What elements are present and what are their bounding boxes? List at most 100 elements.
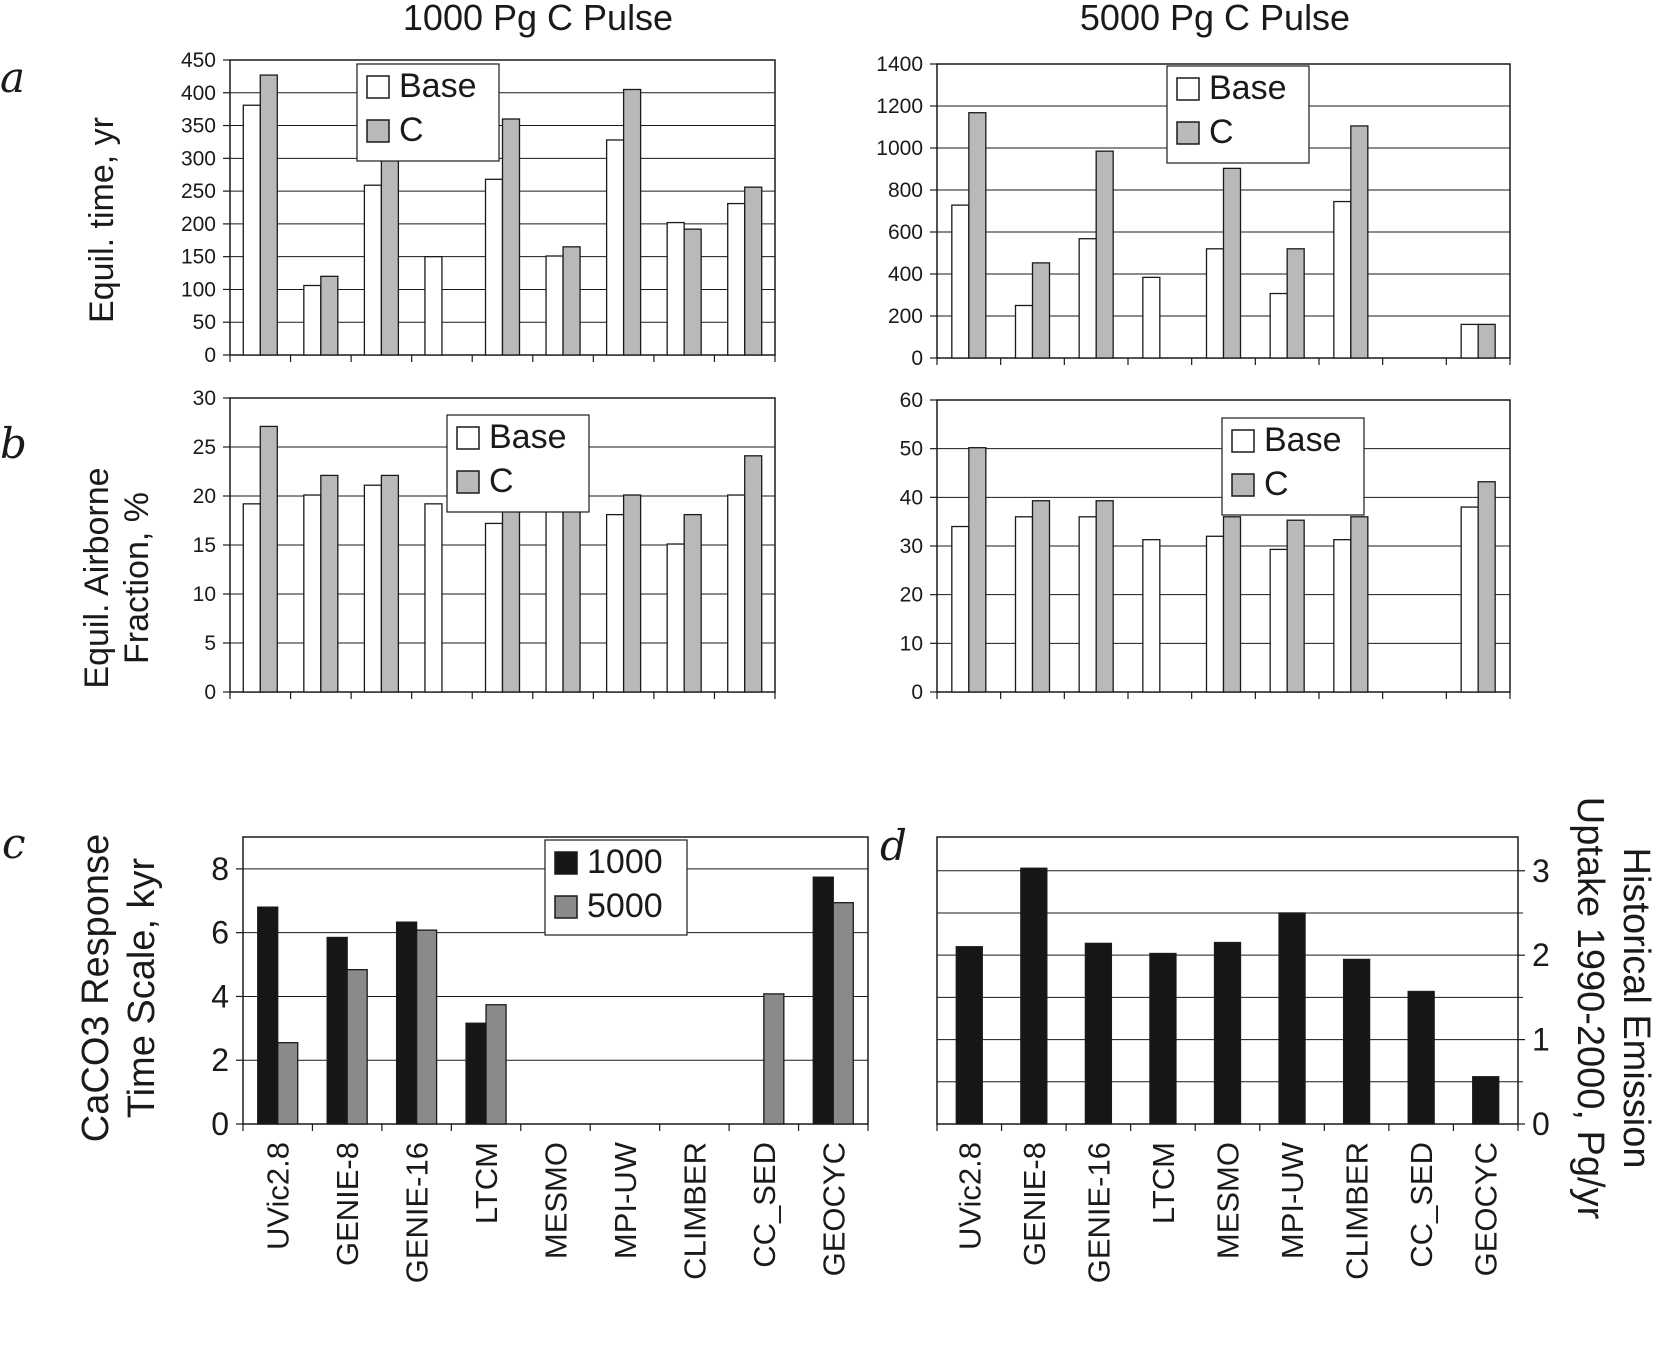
bar-c-uvic2.8 — [259, 425, 278, 693]
bar-base-mpi-uw — [545, 255, 564, 356]
bar-base-geocyc — [727, 202, 746, 356]
chart-panel-b_right: 0 10 20 30 40 50 60 Base C — [900, 389, 1511, 704]
y-tick-label: 400 — [181, 82, 216, 105]
ylabel-c-line1: CaCO3 Response — [75, 834, 117, 1142]
bar-c-genie-16 — [380, 474, 400, 693]
y-tick-label: 3 — [1532, 853, 1550, 889]
y-tick-label: 250 — [181, 180, 216, 203]
bar-base-climber — [605, 139, 625, 356]
y-tick-label: 4 — [211, 978, 229, 1014]
bar-c-genie-8 — [1031, 500, 1051, 693]
y-tick-label: 800 — [888, 179, 923, 202]
bar-c-climber — [622, 88, 642, 356]
category-label: CC_SED — [1404, 1142, 1439, 1268]
bar-c-mesmo — [501, 118, 521, 356]
y-tick-label: 8 — [211, 851, 229, 887]
bar-c-genie-8 — [1031, 262, 1051, 359]
bar-base-ltcm — [1142, 539, 1161, 693]
legend-label: 1000 — [587, 843, 663, 881]
bar-value-ltcm — [1149, 952, 1177, 1125]
y-tick-label: 0 — [911, 347, 923, 370]
y-tick-label: 1000 — [876, 137, 923, 160]
bar-c-mpi-uw — [562, 246, 581, 356]
bar-c-genie-16 — [380, 151, 400, 356]
ylabel-b-line1: Equil. Airborne — [78, 467, 116, 688]
legend-swatch — [554, 895, 578, 919]
ylabel-d-line1: Historical Emission — [1615, 848, 1657, 1169]
y-tick-label: 40 — [900, 486, 923, 509]
y-tick-label: 25 — [193, 436, 216, 459]
panel-letter-c: c — [2, 819, 26, 868]
legend-swatch — [366, 119, 390, 143]
bar-5000-geocyc — [832, 902, 854, 1125]
y-tick-label: 20 — [193, 485, 216, 508]
y-tick-label: 200 — [181, 213, 216, 236]
legend: Base C — [446, 414, 590, 513]
bar-c-uvic2.8 — [259, 74, 278, 356]
category-label: UVic2.8 — [952, 1142, 987, 1250]
category-label: LTCM — [469, 1142, 504, 1224]
bar-1000-uvic2.8 — [257, 906, 279, 1125]
bar-value-cc_sed — [1407, 990, 1435, 1125]
bar-c-genie-16 — [1095, 500, 1114, 693]
chart-panel-a_left: 0 50 100 150 200 250 300 350 400 450 Base C — [181, 49, 776, 367]
y-tick-label: 1200 — [876, 95, 923, 118]
bar-c-cc_sed — [683, 513, 702, 693]
legend-swatch — [1176, 121, 1200, 145]
y-tick-label: 1400 — [876, 53, 923, 76]
y-tick-label: 0 — [204, 681, 216, 704]
category-label: GENIE-8 — [1017, 1142, 1052, 1266]
y-tick-label: 0 — [1532, 1106, 1550, 1142]
bar-base-mesmo — [1205, 248, 1225, 359]
legend-swatch — [1231, 473, 1255, 497]
bar-base-uvic2.8 — [242, 503, 261, 693]
category-label: GENIE-8 — [330, 1142, 365, 1266]
category-label: UVic2.8 — [261, 1142, 296, 1250]
bar-base-mesmo — [484, 522, 504, 693]
legend-label: Base — [1209, 69, 1287, 107]
y-tick-label: 0 — [911, 681, 923, 704]
bar-c-genie-8 — [320, 275, 339, 356]
y-tick-label: 100 — [181, 278, 216, 301]
legend-label: C — [399, 111, 424, 149]
category-label: GENIE-16 — [400, 1142, 435, 1283]
legend: Base C — [356, 63, 500, 162]
legend: Base C — [1166, 65, 1310, 164]
y-tick-label: 20 — [900, 584, 923, 607]
bar-base-ltcm — [424, 503, 443, 693]
chart-panel-a_right: 0 200 400 600 800 1000 1200 1400 Base C — [876, 53, 1511, 370]
legend-label: C — [1264, 465, 1289, 503]
y-tick-label: 0 — [211, 1106, 229, 1142]
legend-label: Base — [1264, 421, 1342, 459]
bar-base-cc_sed — [666, 543, 685, 693]
bar-c-genie-8 — [320, 474, 339, 693]
y-tick-label: 10 — [193, 583, 216, 606]
bar-value-genie-16 — [1084, 942, 1113, 1125]
bar-c-mpi-uw — [1286, 519, 1305, 693]
legend-label: Base — [489, 418, 567, 456]
bar-value-geocyc — [1472, 1076, 1500, 1125]
bar-base-geocyc — [727, 494, 746, 693]
category-label: MESMO — [1211, 1142, 1246, 1259]
ylabel-c-line2: Time Scale, kyr — [121, 857, 163, 1118]
bar-base-genie-16 — [363, 484, 383, 693]
y-tick-label: 350 — [181, 115, 216, 138]
right-column-title: 5000 Pg C Pulse — [1080, 0, 1350, 38]
category-label: CC_SED — [747, 1142, 782, 1268]
bar-5000-genie-16 — [415, 929, 438, 1125]
bar-base-genie-8 — [1014, 516, 1034, 693]
bar-c-geocyc — [744, 186, 763, 356]
y-tick-label: 300 — [181, 147, 216, 170]
bar-base-geocyc — [1460, 323, 1479, 359]
chart-panel-c: 0 2 4 6 8 UVic2.8 GENIE-8 GENIE-16 LTCM MESMO MPI-… — [211, 836, 869, 1283]
bar-value-uvic2.8 — [955, 946, 983, 1125]
category-label: GEOCYC — [1469, 1142, 1504, 1276]
legend-label: C — [489, 462, 514, 500]
bar-base-climber — [1333, 539, 1352, 693]
bar-c-mesmo — [501, 503, 521, 693]
bar-base-ltcm — [424, 256, 443, 356]
bar-5000-uvic2.8 — [277, 1042, 299, 1125]
category-label: CLIMBER — [677, 1142, 712, 1280]
category-label: GENIE-16 — [1081, 1142, 1116, 1283]
ylabel-a: Equil. time, yr — [83, 117, 121, 323]
